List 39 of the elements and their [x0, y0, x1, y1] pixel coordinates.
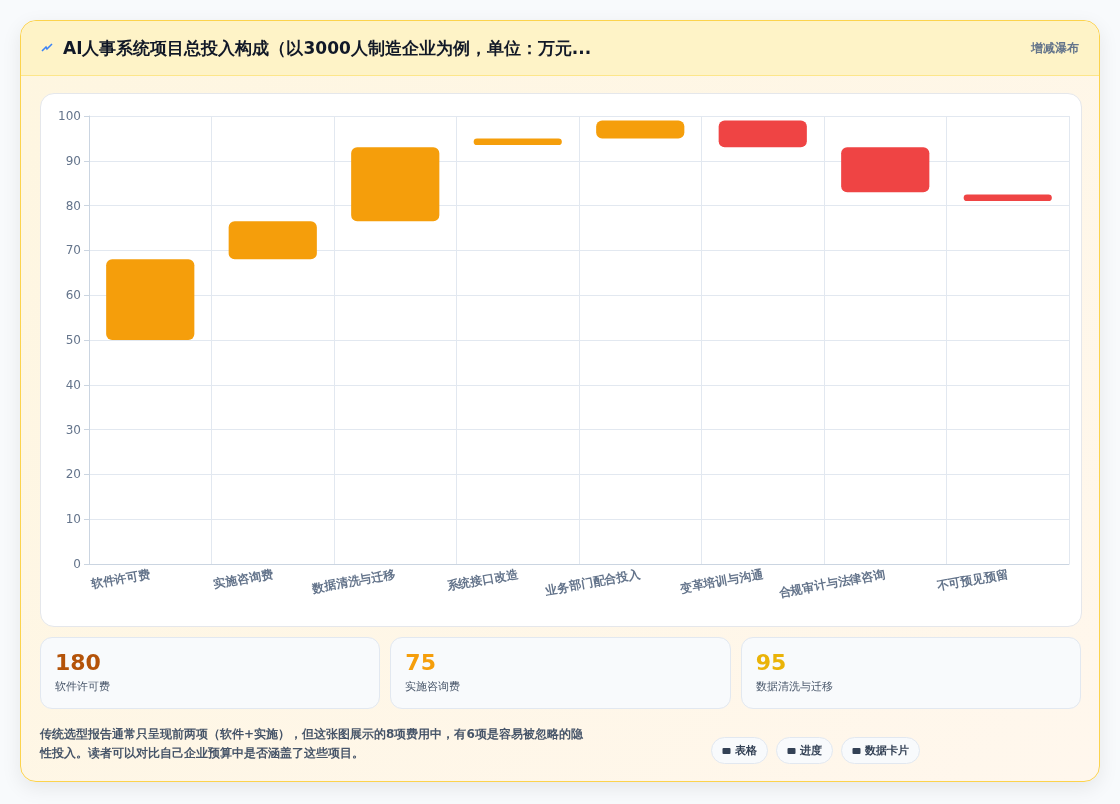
- text: 95: [755, 650, 788, 675]
- text: 传统选型报告通常只呈现前两项（软件+实施），但这张图展示的8项费用中，有6项是容易被忽略的隐性投入。读者可以对比自己企业预算中是否涵盖了这些项目。: [40, 726, 584, 762]
- bar: [596, 120, 685, 139]
- bar: [106, 259, 195, 340]
- y-tick-label: 20: [65, 467, 81, 482]
- x-tick-label: 数据清洗与迁移: [310, 567, 397, 596]
- text: 软件许可费: [55, 679, 111, 694]
- y-tick-label: 100: [58, 109, 81, 123]
- text: 数据清洗与迁移: [755, 679, 834, 694]
- y-tick-label: 10: [65, 512, 81, 527]
- y-tick-label: 0: [73, 557, 81, 571]
- bar: [351, 147, 440, 222]
- y-tick-label: 60: [65, 288, 81, 303]
- y-tick-label: 30: [65, 422, 81, 437]
- x-tick-label: 变革培训与沟通: [677, 566, 765, 596]
- x-tick-label: 软件许可费: [88, 567, 152, 592]
- x-tick-label: 合规审计与法律咨询: [776, 567, 887, 600]
- y-tick-label: 40: [65, 377, 81, 392]
- x-tick-label: 业务部门配合投入: [543, 566, 643, 598]
- x-tick-label: 实施咨询费: [212, 567, 274, 592]
- bar: [841, 147, 930, 193]
- y-tick-label: 70: [65, 243, 81, 258]
- x-tick-label: 系统接口改造: [444, 566, 520, 594]
- bar: [963, 194, 1052, 202]
- text: 180: [55, 650, 102, 675]
- bar: [228, 221, 317, 260]
- text: 进度: [776, 737, 833, 764]
- text: 75: [405, 650, 437, 675]
- bar: [473, 138, 562, 146]
- bar: [718, 120, 807, 148]
- y-tick-label: 80: [65, 198, 81, 213]
- chart-title: AI人事系统项目总投入构成（以3000人制造企业为例，单位：万元...: [63, 36, 593, 60]
- y-tick-label: 90: [65, 153, 81, 168]
- text: 实施咨询费: [405, 679, 462, 694]
- text: 表格: [711, 737, 768, 764]
- y-tick-label: 50: [65, 333, 81, 347]
- chart-subtitle: 增减瀑布: [1031, 39, 1079, 57]
- x-tick-label: 不可预见预留: [934, 567, 1009, 594]
- text: 数据卡片: [841, 737, 920, 764]
